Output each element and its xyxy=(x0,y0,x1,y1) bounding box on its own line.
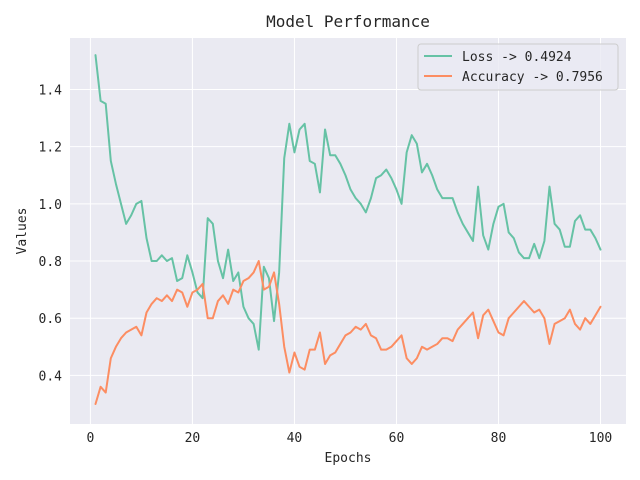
y-axis-label: Values xyxy=(15,208,30,255)
y-tick-label: 0.4 xyxy=(39,369,63,384)
accuracy-series-line xyxy=(94,260,602,405)
legend-label-accuracy: Accuracy -> 0.7956 xyxy=(462,70,603,85)
y-tick-label: 1.0 xyxy=(39,198,62,213)
legend-box xyxy=(417,43,619,91)
legend-label-loss: Loss -> 0.4924 xyxy=(462,50,572,65)
x-tick-label: 0 xyxy=(86,431,94,446)
x-tick-label: 20 xyxy=(185,431,201,446)
x-axis-label: Epochs xyxy=(325,451,372,466)
loss-series-line xyxy=(94,54,602,351)
x-tick-label: 80 xyxy=(491,431,507,446)
x-tick-label: 60 xyxy=(389,431,405,446)
y-tick-label: 0.6 xyxy=(39,312,62,327)
y-tick-label: 0.8 xyxy=(39,255,62,270)
y-tick-label: 1.4 xyxy=(39,83,63,98)
x-gridlines xyxy=(89,38,601,424)
series-layer xyxy=(94,54,602,405)
x-tick-label: 40 xyxy=(287,431,303,446)
plot-area xyxy=(70,38,626,424)
chart-title: Model Performance xyxy=(266,12,430,31)
x-tick-labels: 0 20 40 60 80 100 xyxy=(86,431,612,446)
x-tick-label: 100 xyxy=(589,431,612,446)
y-tick-label: 1.2 xyxy=(39,141,62,156)
y-tick-labels: 0.4 0.6 0.8 1.0 1.2 1.4 xyxy=(39,83,63,384)
legend: Loss -> 0.4924 Accuracy -> 0.7956 xyxy=(417,43,619,91)
